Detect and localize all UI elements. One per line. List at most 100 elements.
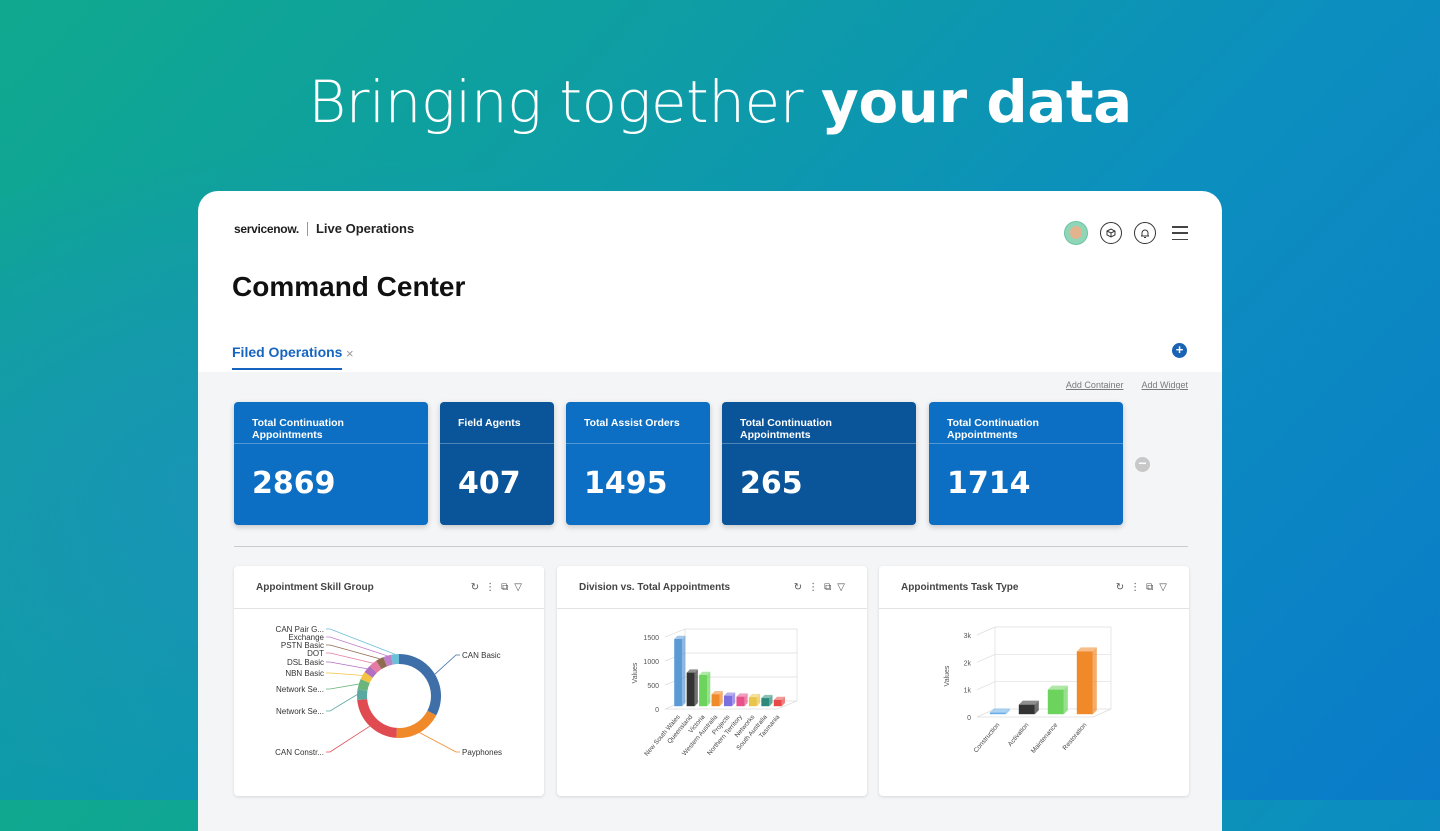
donut-slice: [399, 654, 441, 716]
kpi-card[interactable]: Total Continuation Appointments 265: [722, 402, 916, 525]
kpi-label: Total Continuation Appointments: [722, 402, 916, 444]
header-actions: [1064, 221, 1188, 245]
bar-side: [707, 671, 711, 707]
donut-chart: CAN Basic Payphones CAN Pair G...ExchangeP…: [275, 625, 502, 757]
panel-appointment-skill-group: Appointment Skill Group ↻ ⋮ ⧉ ▽ CAN Basi…: [234, 566, 544, 796]
y-axis-label: Values: [944, 665, 951, 686]
bar: [736, 696, 745, 707]
more-icon[interactable]: ⋮: [1130, 581, 1141, 593]
kpi-label: Field Agents: [440, 402, 554, 444]
bar-top: [773, 696, 785, 700]
refresh-icon[interactable]: ↻: [1115, 581, 1125, 593]
app-name: Live Operations: [315, 221, 415, 236]
leader-line: [326, 644, 380, 660]
filter-icon[interactable]: ▽: [514, 581, 522, 593]
slice-label: NBN Basic: [285, 669, 324, 678]
user-avatar[interactable]: [1064, 221, 1088, 245]
bar: [674, 639, 683, 707]
leader-line: [326, 628, 396, 655]
box-icon[interactable]: [1100, 222, 1122, 244]
y-tick-label: 1500: [643, 635, 659, 642]
kpi-card[interactable]: Total Continuation Appointments 1714: [929, 402, 1123, 525]
kpi-value: 1495: [584, 466, 668, 501]
kpi-value: 265: [740, 466, 803, 501]
bar-top: [674, 635, 686, 639]
donut-slice: [390, 654, 399, 665]
grid-line: [664, 628, 686, 638]
donut-slice: [364, 665, 377, 678]
more-icon[interactable]: ⋮: [485, 581, 496, 593]
bar: [1076, 651, 1093, 715]
slice-label: DOT: [307, 649, 324, 658]
bar: [1047, 689, 1064, 715]
bar-top: [989, 708, 1010, 713]
donut-slice: [357, 689, 368, 701]
x-tick-label: Construction: [973, 721, 1002, 754]
filter-icon[interactable]: ▽: [837, 581, 845, 593]
bar-top: [711, 691, 723, 695]
bar-chart: 3k 2k 1k 0 Values Construction Activation Maint…: [944, 626, 1112, 755]
kpi-card[interactable]: Total Continuation Appointments 2869: [234, 402, 428, 525]
remove-widget-button[interactable]: −: [1135, 456, 1150, 472]
servicenow-logo[interactable]: servicenow.: [234, 221, 299, 236]
more-icon[interactable]: ⋮: [808, 581, 819, 593]
leader-line: [326, 636, 388, 657]
panel-tools: ↻ ⋮ ⧉ ▽: [471, 582, 522, 593]
bar-side: [732, 692, 736, 707]
kpi-label: Total Continuation Appointments: [234, 402, 428, 444]
refresh-icon[interactable]: ↻: [470, 581, 480, 593]
donut-slice: [357, 699, 397, 738]
leader-line: [326, 661, 368, 670]
y-tick-label: 1k: [964, 688, 972, 695]
donut-slice: [369, 660, 382, 674]
filter-icon[interactable]: ▽: [1159, 581, 1167, 593]
x-tick-label: Activation: [1007, 721, 1031, 747]
hamburger-menu-icon[interactable]: [1172, 226, 1188, 240]
kpi-card[interactable]: Total Assist Orders 1495: [566, 402, 710, 525]
open-external-icon[interactable]: ⧉: [1146, 581, 1154, 593]
tab-close-icon[interactable]: ×: [346, 346, 354, 361]
donut-slice: [383, 654, 393, 667]
donut-slice: [376, 657, 387, 670]
panel-title: Appointments Task Type: [901, 581, 1019, 593]
bell-icon[interactable]: [1134, 222, 1156, 244]
open-external-icon[interactable]: ⧉: [824, 581, 832, 593]
refresh-icon[interactable]: ↻: [793, 581, 803, 593]
bar-side: [1005, 708, 1010, 715]
grid-line: [976, 681, 996, 690]
kpi-value: 2869: [252, 466, 336, 501]
slice-label: CAN Constr...: [275, 748, 324, 757]
add-container-link[interactable]: Add Container: [1065, 380, 1124, 390]
slice-label: PSTN Basic: [281, 641, 324, 650]
bar-top: [1047, 685, 1068, 690]
grid-line: [1092, 708, 1112, 718]
open-external-icon[interactable]: ⧉: [501, 581, 509, 593]
bar: [773, 699, 782, 707]
grid-line: [976, 708, 996, 718]
leader-line: [419, 732, 460, 753]
y-tick-label: 0: [967, 715, 971, 722]
bar-side: [719, 691, 723, 707]
bar-top: [1018, 700, 1039, 705]
brand-separator: [306, 221, 308, 236]
bar-side: [1063, 685, 1068, 715]
bar-top: [724, 692, 736, 696]
bar-top: [699, 671, 711, 675]
grid-line: [976, 626, 996, 636]
leader-line: [434, 654, 460, 675]
app-window: servicenow. Live Operations Command Cent…: [198, 191, 1222, 831]
kpi-value: 1714: [947, 466, 1031, 501]
slice-label: CAN Basic: [462, 651, 501, 660]
leader-line: [326, 683, 359, 690]
bar-top: [761, 694, 773, 699]
add-tab-button[interactable]: +: [1172, 343, 1187, 358]
tab-filed-operations[interactable]: Filed Operations: [232, 344, 343, 370]
kpi-card[interactable]: Field Agents 407: [440, 402, 554, 525]
page-title: Command Center: [232, 271, 466, 302]
hero-title-bold: your data: [821, 68, 1132, 136]
add-widget-link[interactable]: Add Widget: [1141, 380, 1188, 390]
donut-slice: [357, 678, 370, 691]
y-tick-label: 3k: [964, 633, 972, 640]
grid-line: [776, 700, 798, 710]
